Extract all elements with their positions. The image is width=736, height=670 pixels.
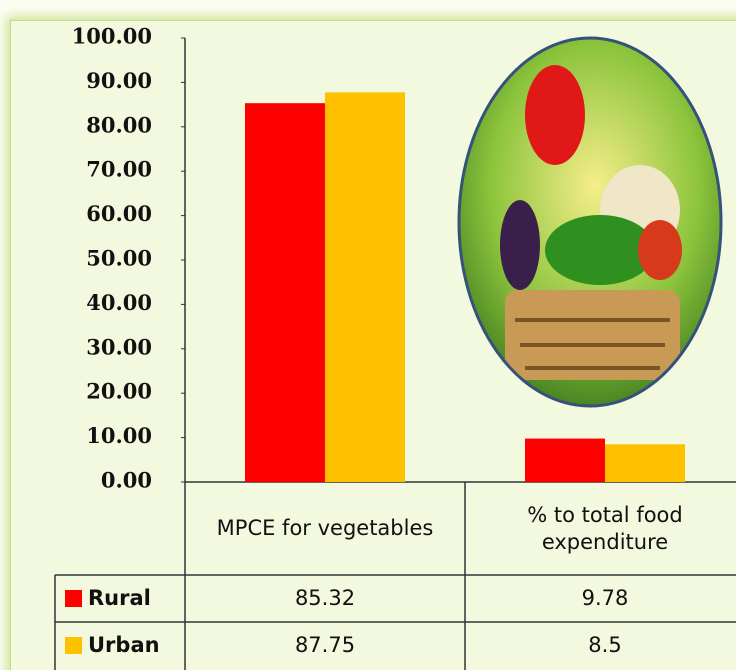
y-tick-label: 30.00 bbox=[86, 334, 152, 359]
y-tick-label: 60.00 bbox=[86, 201, 152, 226]
vegetable-image bbox=[450, 30, 736, 420]
table-value: 9.78 bbox=[465, 575, 736, 622]
category-label: % to total food expenditure bbox=[485, 484, 725, 574]
bar bbox=[525, 439, 605, 482]
legend-label: Urban bbox=[88, 622, 183, 669]
y-tick-label: 20.00 bbox=[86, 379, 152, 404]
y-tick-label: 90.00 bbox=[86, 68, 152, 93]
y-tick-label: 40.00 bbox=[86, 290, 152, 315]
page: 0.00 10.00 20.00 30.00 40.00 50.00 60.00 70.00 8… bbox=[0, 0, 736, 670]
y-tick-label: 100.00 bbox=[72, 24, 152, 49]
y-tick-label: 0.00 bbox=[101, 468, 152, 493]
y-tick-label: 10.00 bbox=[86, 423, 152, 448]
table-value: 85.32 bbox=[185, 575, 465, 622]
y-tick-label: 80.00 bbox=[86, 112, 152, 137]
legend-swatch bbox=[65, 590, 82, 607]
table-value: 8.5 bbox=[465, 622, 736, 669]
bar bbox=[245, 103, 325, 482]
category-label: MPCE for vegetables bbox=[205, 484, 445, 574]
bar bbox=[605, 444, 685, 482]
table-value: 87.75 bbox=[185, 622, 465, 669]
y-tick-label: 70.00 bbox=[86, 157, 152, 182]
y-tick-label: 50.00 bbox=[86, 246, 152, 271]
bar bbox=[325, 92, 405, 482]
legend-label: Rural bbox=[88, 575, 183, 622]
legend-swatch bbox=[65, 637, 82, 654]
